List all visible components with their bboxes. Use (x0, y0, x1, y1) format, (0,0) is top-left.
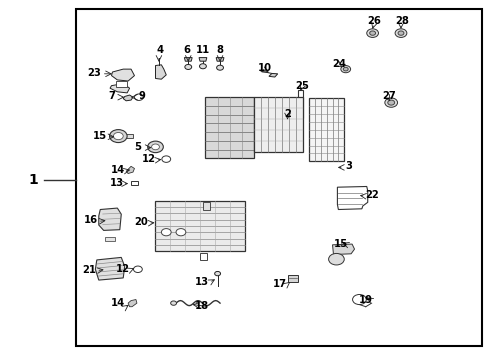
Circle shape (328, 253, 344, 265)
Polygon shape (184, 58, 192, 61)
Text: 13: 13 (194, 276, 208, 287)
Text: 22: 22 (364, 190, 378, 200)
Text: 19: 19 (358, 294, 372, 305)
Text: 25: 25 (295, 81, 308, 91)
Circle shape (151, 144, 159, 150)
Polygon shape (126, 166, 134, 174)
Circle shape (216, 65, 223, 70)
Text: 7: 7 (108, 91, 115, 101)
Text: 14: 14 (111, 165, 125, 175)
Polygon shape (105, 237, 115, 241)
Circle shape (109, 130, 127, 143)
Polygon shape (110, 84, 129, 93)
Text: 12: 12 (142, 154, 155, 164)
Text: 28: 28 (394, 15, 408, 26)
Text: 9: 9 (139, 91, 145, 101)
Text: 6: 6 (183, 45, 190, 55)
Text: 12: 12 (116, 264, 130, 274)
Bar (154, 201, 244, 251)
Text: 17: 17 (272, 279, 286, 289)
Circle shape (133, 266, 142, 273)
Bar (131, 181, 138, 185)
Bar (199, 253, 207, 260)
Text: 11: 11 (195, 45, 209, 55)
Polygon shape (123, 95, 133, 101)
Text: 15: 15 (93, 131, 107, 141)
Polygon shape (199, 58, 206, 61)
Polygon shape (128, 300, 137, 307)
Polygon shape (111, 69, 134, 81)
Bar (287, 111, 297, 130)
Circle shape (384, 98, 397, 107)
Bar (308, 98, 344, 161)
Circle shape (343, 67, 347, 71)
Circle shape (162, 156, 170, 162)
Text: 27: 27 (381, 91, 395, 102)
Polygon shape (268, 73, 277, 77)
Text: 3: 3 (345, 161, 352, 171)
Circle shape (113, 132, 123, 140)
Polygon shape (99, 208, 121, 230)
Circle shape (214, 271, 220, 276)
Circle shape (352, 294, 366, 305)
Text: 18: 18 (194, 301, 208, 311)
Text: 10: 10 (258, 63, 271, 73)
Bar (124, 134, 133, 138)
Text: 26: 26 (366, 15, 380, 26)
Text: 15: 15 (334, 239, 347, 249)
Polygon shape (155, 65, 166, 79)
Bar (203, 202, 209, 210)
Polygon shape (216, 58, 224, 61)
Circle shape (397, 31, 403, 35)
Circle shape (184, 64, 191, 69)
Circle shape (134, 94, 143, 100)
Circle shape (369, 31, 375, 35)
Circle shape (170, 301, 176, 305)
Circle shape (199, 64, 206, 69)
Circle shape (147, 141, 163, 153)
Bar (287, 275, 298, 282)
Polygon shape (337, 186, 367, 210)
Text: 13: 13 (109, 178, 123, 188)
Circle shape (366, 29, 378, 37)
Text: 2: 2 (284, 109, 290, 120)
Text: 1: 1 (28, 173, 38, 187)
Text: 24: 24 (331, 59, 345, 69)
Text: 4: 4 (156, 45, 163, 55)
Text: 14: 14 (111, 298, 125, 308)
Circle shape (176, 229, 185, 236)
Polygon shape (95, 257, 124, 280)
Text: 8: 8 (216, 45, 223, 55)
Text: 21: 21 (82, 265, 96, 275)
Text: 23: 23 (87, 68, 101, 78)
Circle shape (387, 100, 394, 105)
Text: 16: 16 (83, 215, 97, 225)
Circle shape (394, 29, 406, 37)
Circle shape (340, 66, 350, 73)
Polygon shape (332, 244, 354, 255)
Bar (116, 81, 127, 87)
Bar (205, 97, 254, 158)
Text: 5: 5 (134, 142, 141, 152)
Bar (254, 97, 303, 152)
Circle shape (161, 229, 171, 236)
Text: 20: 20 (134, 217, 147, 228)
Bar (76, 9, 481, 346)
Polygon shape (288, 90, 303, 118)
